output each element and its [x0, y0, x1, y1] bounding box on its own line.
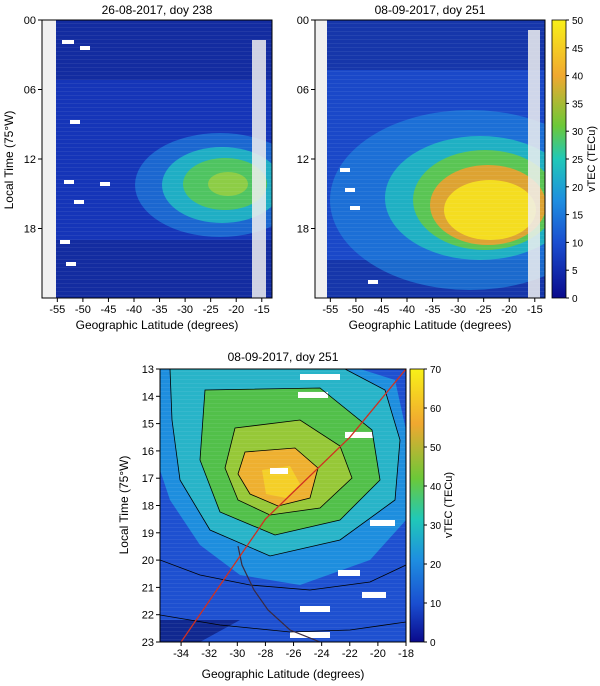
colorbar-tick-label: 30 — [430, 521, 442, 532]
y-tick-label: 18 — [297, 224, 309, 236]
x-tick-label: -55 — [322, 304, 338, 316]
colorbar-tick-label: 20 — [430, 560, 442, 571]
colorbar-tick-label: 30 — [572, 127, 584, 138]
panel-3-contour-map — [160, 369, 406, 642]
y-tick-label: 13 — [142, 364, 154, 376]
x-tick-label: -20 — [370, 648, 386, 660]
panel-2: 08-09-2017, doy 251 Geographic Latitude … — [297, 3, 598, 332]
panel-1-heatmap — [42, 20, 272, 298]
x-tick-label: -20 — [228, 304, 244, 316]
y-tick-label: 17 — [142, 473, 154, 485]
x-tick-label: -30 — [177, 304, 193, 316]
y-tick-label: 12 — [24, 154, 36, 166]
y-tick-label: 12 — [297, 154, 309, 166]
panel-3-ticks: -34 -32 -30 -28 -26 -24 -22 -20 -18 13 14 15 16 17 18 1… — [142, 364, 414, 660]
x-tick-label: -25 — [476, 304, 492, 316]
colorbar-2-ticks: 0 10 20 30 40 50 60 70 — [424, 365, 442, 649]
colorbar-1 — [551, 19, 567, 299]
colorbar-tick-label: 40 — [572, 72, 584, 83]
x-tick-label: -45 — [373, 304, 389, 316]
y-tick-label: 23 — [142, 637, 154, 649]
x-tick-label: -40 — [399, 304, 415, 316]
panel-3: 08-09-2017, doy 251 — [117, 350, 455, 681]
x-tick-label: -25 — [203, 304, 219, 316]
panel-3-ylabel: Local Time (75°W) — [117, 456, 131, 555]
y-tick-label: 20 — [142, 555, 154, 567]
colorbar-tick-label: 70 — [430, 365, 442, 376]
colorbar-tick-label: 60 — [430, 404, 442, 415]
panel-1-ticks: -55 -50 -45 -40 -35 -30 -25 -20 -15 00 06 12 18 — [24, 15, 270, 316]
panel-2-xlabel: Geographic Latitude (degrees) — [349, 318, 512, 332]
panel-2-ticks: -55 -50 -45 -40 -35 -30 -25 -20 -15 00 06 12 18 — [297, 15, 543, 316]
colorbar-tick-label: 35 — [572, 99, 584, 110]
colorbar-tick-label: 25 — [572, 155, 584, 166]
x-tick-label: -55 — [49, 304, 65, 316]
ground-track-line — [237, 545, 321, 642]
x-tick-label: -30 — [450, 304, 466, 316]
panel-1-ylabel: Local Time (75°W) — [2, 111, 16, 210]
colorbar-tick-label: 15 — [572, 211, 584, 222]
colorbar-1-ticks: 0 5 10 15 20 25 30 35 40 45 50 — [566, 16, 584, 305]
x-tick-label: -50 — [348, 304, 364, 316]
colorbar-tick-label: 20 — [572, 183, 584, 194]
x-tick-label: -26 — [286, 648, 302, 660]
x-tick-label: -50 — [75, 304, 91, 316]
y-tick-label: 00 — [24, 15, 36, 27]
x-tick-label: -30 — [229, 648, 245, 660]
y-tick-label: 21 — [142, 582, 154, 594]
x-tick-label: -15 — [527, 304, 543, 316]
panel-1: 26-08-2017, doy 238 Local Time (75°W) — [2, 3, 273, 332]
x-tick-label: -35 — [152, 304, 168, 316]
x-tick-label: -15 — [254, 304, 270, 316]
x-tick-label: -24 — [314, 648, 330, 660]
track-line — [180, 369, 406, 642]
y-tick-label: 22 — [142, 610, 154, 622]
y-tick-label: 18 — [142, 501, 154, 513]
colorbar-tick-label: 5 — [572, 266, 578, 277]
y-tick-label: 16 — [142, 446, 154, 458]
x-tick-label: -22 — [342, 648, 358, 660]
x-tick-label: -35 — [425, 304, 441, 316]
colorbar-tick-label: 50 — [572, 16, 584, 27]
y-tick-label: 15 — [142, 419, 154, 431]
x-tick-label: -28 — [257, 648, 273, 660]
colorbar-2-label: vTEC (TECu) — [443, 472, 455, 538]
panel-1-xlabel: Geographic Latitude (degrees) — [76, 318, 239, 332]
colorbar-tick-label: 45 — [572, 44, 584, 55]
panel-3-title: 08-09-2017, doy 251 — [228, 350, 339, 364]
y-tick-label: 14 — [142, 391, 154, 403]
y-tick-label: 19 — [142, 528, 154, 540]
x-tick-label: -45 — [100, 304, 116, 316]
x-tick-label: -18 — [398, 648, 414, 660]
y-tick-label: 06 — [297, 85, 309, 97]
colorbar-tick-label: 40 — [430, 482, 442, 493]
colorbar-tick-label: 50 — [430, 443, 442, 454]
panel-2-heatmap — [315, 20, 545, 298]
colorbar-1-label: vTEC (TECu) — [586, 126, 598, 192]
y-tick-label: 18 — [24, 224, 36, 236]
panel-1-title: 26-08-2017, doy 238 — [102, 3, 213, 17]
y-tick-label: 00 — [297, 15, 309, 27]
y-tick-label: 06 — [24, 85, 36, 97]
colorbar-tick-label: 0 — [430, 638, 436, 649]
x-tick-label: -40 — [126, 304, 142, 316]
x-tick-label: -32 — [201, 648, 217, 660]
x-tick-label: -20 — [501, 304, 517, 316]
panel-3-xlabel: Geographic Latitude (degrees) — [202, 667, 365, 681]
colorbar-tick-label: 10 — [572, 238, 584, 249]
x-tick-label: -34 — [173, 648, 189, 660]
colorbar-2 — [409, 368, 425, 643]
colorbar-tick-label: 0 — [572, 294, 578, 305]
panel-2-title: 08-09-2017, doy 251 — [375, 3, 486, 17]
colorbar-tick-label: 10 — [430, 599, 442, 610]
